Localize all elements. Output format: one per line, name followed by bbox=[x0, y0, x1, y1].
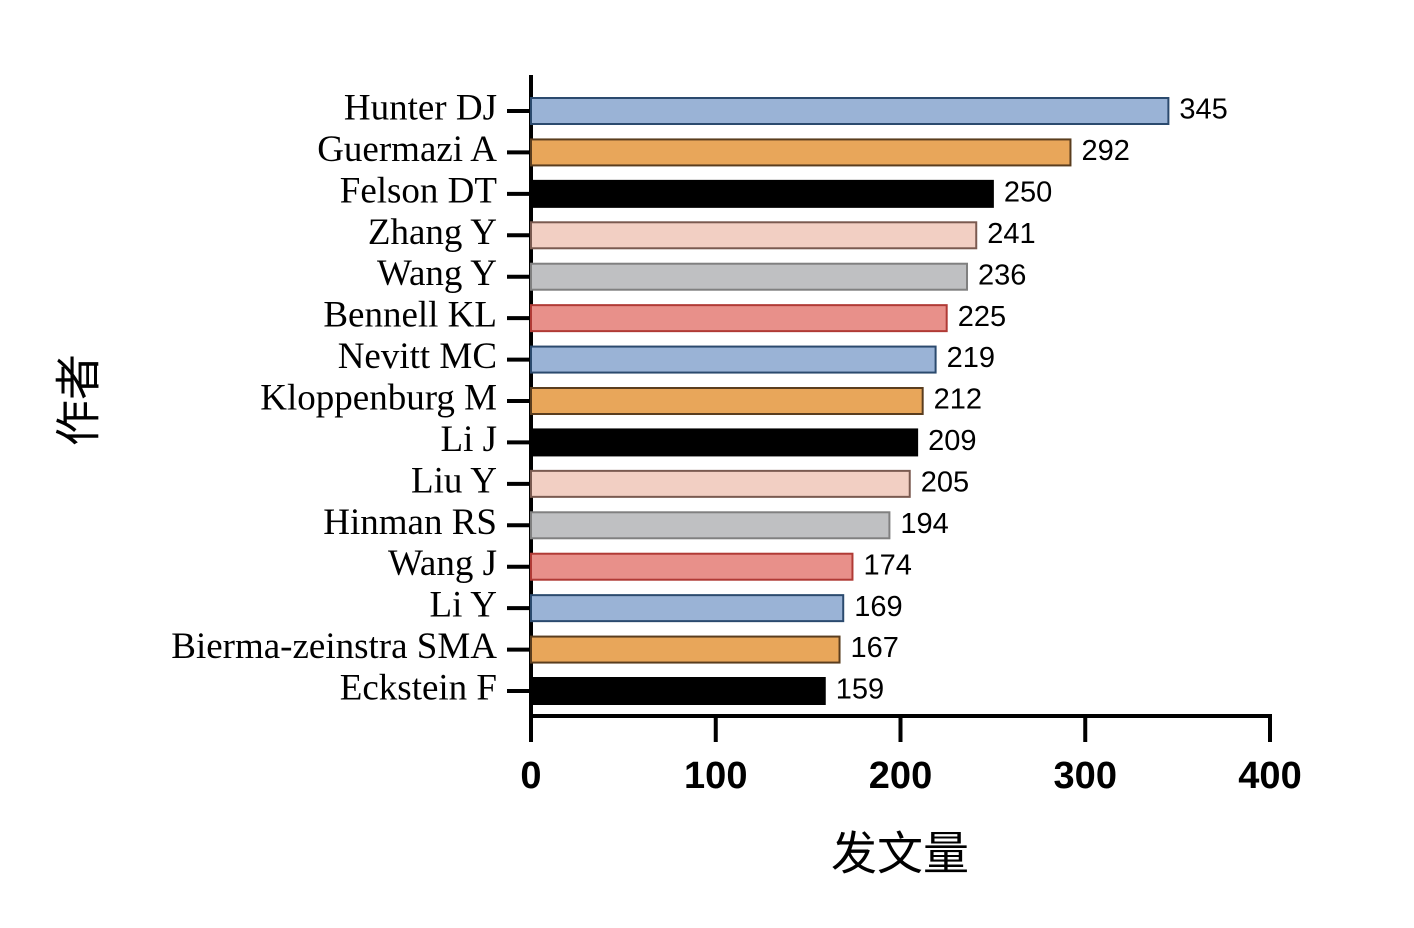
y-tick-label: Li Y bbox=[430, 585, 497, 626]
bar bbox=[530, 552, 854, 581]
value-label: 174 bbox=[863, 549, 911, 581]
value-label: 212 bbox=[934, 384, 982, 416]
bar bbox=[530, 97, 1170, 125]
x-tick-label: 0 bbox=[520, 755, 541, 797]
y-tick-label: Kloppenburg M bbox=[260, 377, 497, 418]
bar bbox=[530, 469, 911, 498]
y-tick-label: Hinman RS bbox=[323, 502, 497, 543]
value-label: 345 bbox=[1179, 94, 1227, 126]
value-label: 194 bbox=[900, 508, 948, 540]
value-label: 209 bbox=[928, 425, 976, 457]
y-tick-label: Bennell KL bbox=[323, 295, 497, 336]
y-tick-label: Bierma-zeinstra SMA bbox=[171, 626, 497, 667]
y-tick-label: Eckstein F bbox=[340, 667, 497, 708]
x-tick-label: 100 bbox=[684, 755, 747, 797]
x-tick-label: 300 bbox=[1054, 755, 1117, 797]
y-tick-label: Felson DT bbox=[340, 170, 497, 211]
value-label: 169 bbox=[854, 591, 902, 623]
y-tick-label: Zhang Y bbox=[368, 212, 497, 253]
bar bbox=[530, 179, 994, 208]
value-label: 250 bbox=[1004, 177, 1052, 209]
bar bbox=[530, 677, 826, 705]
bar bbox=[530, 304, 948, 333]
bar bbox=[530, 428, 919, 457]
bar bbox=[530, 262, 969, 291]
bar bbox=[530, 511, 891, 540]
y-tick-label: Li J bbox=[440, 419, 497, 460]
y-tick-label: Liu Y bbox=[411, 460, 497, 501]
y-tick-label: Wang Y bbox=[377, 253, 497, 294]
value-label: 219 bbox=[947, 342, 995, 374]
bar bbox=[530, 594, 845, 623]
x-axis-label: 发文量 bbox=[831, 827, 969, 881]
y-tick-label: Hunter DJ bbox=[344, 87, 497, 128]
bar bbox=[530, 345, 937, 374]
bar bbox=[530, 138, 1072, 167]
value-label: 236 bbox=[978, 259, 1026, 291]
y-tick-label: Guermazi A bbox=[317, 129, 497, 170]
y-axis-label: 作者 bbox=[52, 354, 106, 446]
value-label: 159 bbox=[836, 674, 884, 706]
bar bbox=[530, 387, 924, 415]
value-label: 292 bbox=[1081, 135, 1129, 167]
x-tick-label: 200 bbox=[869, 755, 932, 797]
value-label: 167 bbox=[851, 632, 899, 664]
bar bbox=[530, 221, 978, 250]
value-label: 241 bbox=[987, 218, 1035, 250]
y-tick-label: Nevitt MC bbox=[338, 336, 497, 377]
bar bbox=[530, 635, 841, 664]
value-label: 225 bbox=[958, 301, 1006, 333]
value-label: 205 bbox=[921, 467, 969, 499]
y-tick-label: Wang J bbox=[388, 543, 497, 584]
x-tick-label: 400 bbox=[1238, 755, 1301, 797]
